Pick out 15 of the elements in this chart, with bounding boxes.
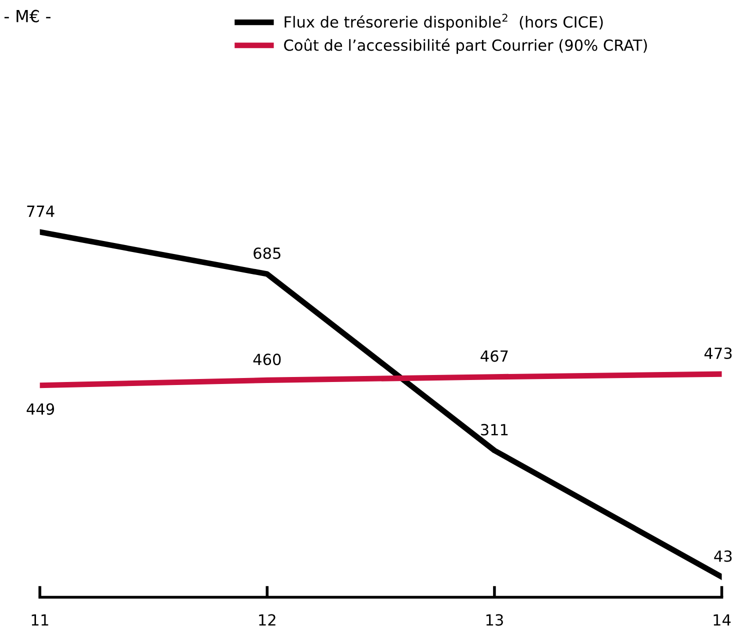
data-label: 311: [481, 424, 508, 436]
data-label: 473: [704, 347, 732, 360]
text: - M€ -: [4, 10, 50, 22]
x-tick-label: 11: [32, 614, 48, 626]
data-label: 460: [253, 354, 281, 366]
data-label: 774: [27, 206, 54, 217]
x-tick-label: 12: [259, 614, 276, 626]
data-label: 449: [26, 403, 54, 415]
data-label: 685: [254, 247, 280, 260]
data-label: 43: [714, 550, 732, 562]
legend-label: Coût de l’accessibilité part Courrier (90% CRAT): [284, 38, 647, 54]
data-label: 467: [480, 350, 508, 362]
x-tick-label: 14: [714, 614, 731, 626]
x-tick-label: 13: [486, 614, 503, 626]
legend-label: Flux de trésorerie disponible$^{2}$ (hors CICE): [284, 14, 603, 31]
